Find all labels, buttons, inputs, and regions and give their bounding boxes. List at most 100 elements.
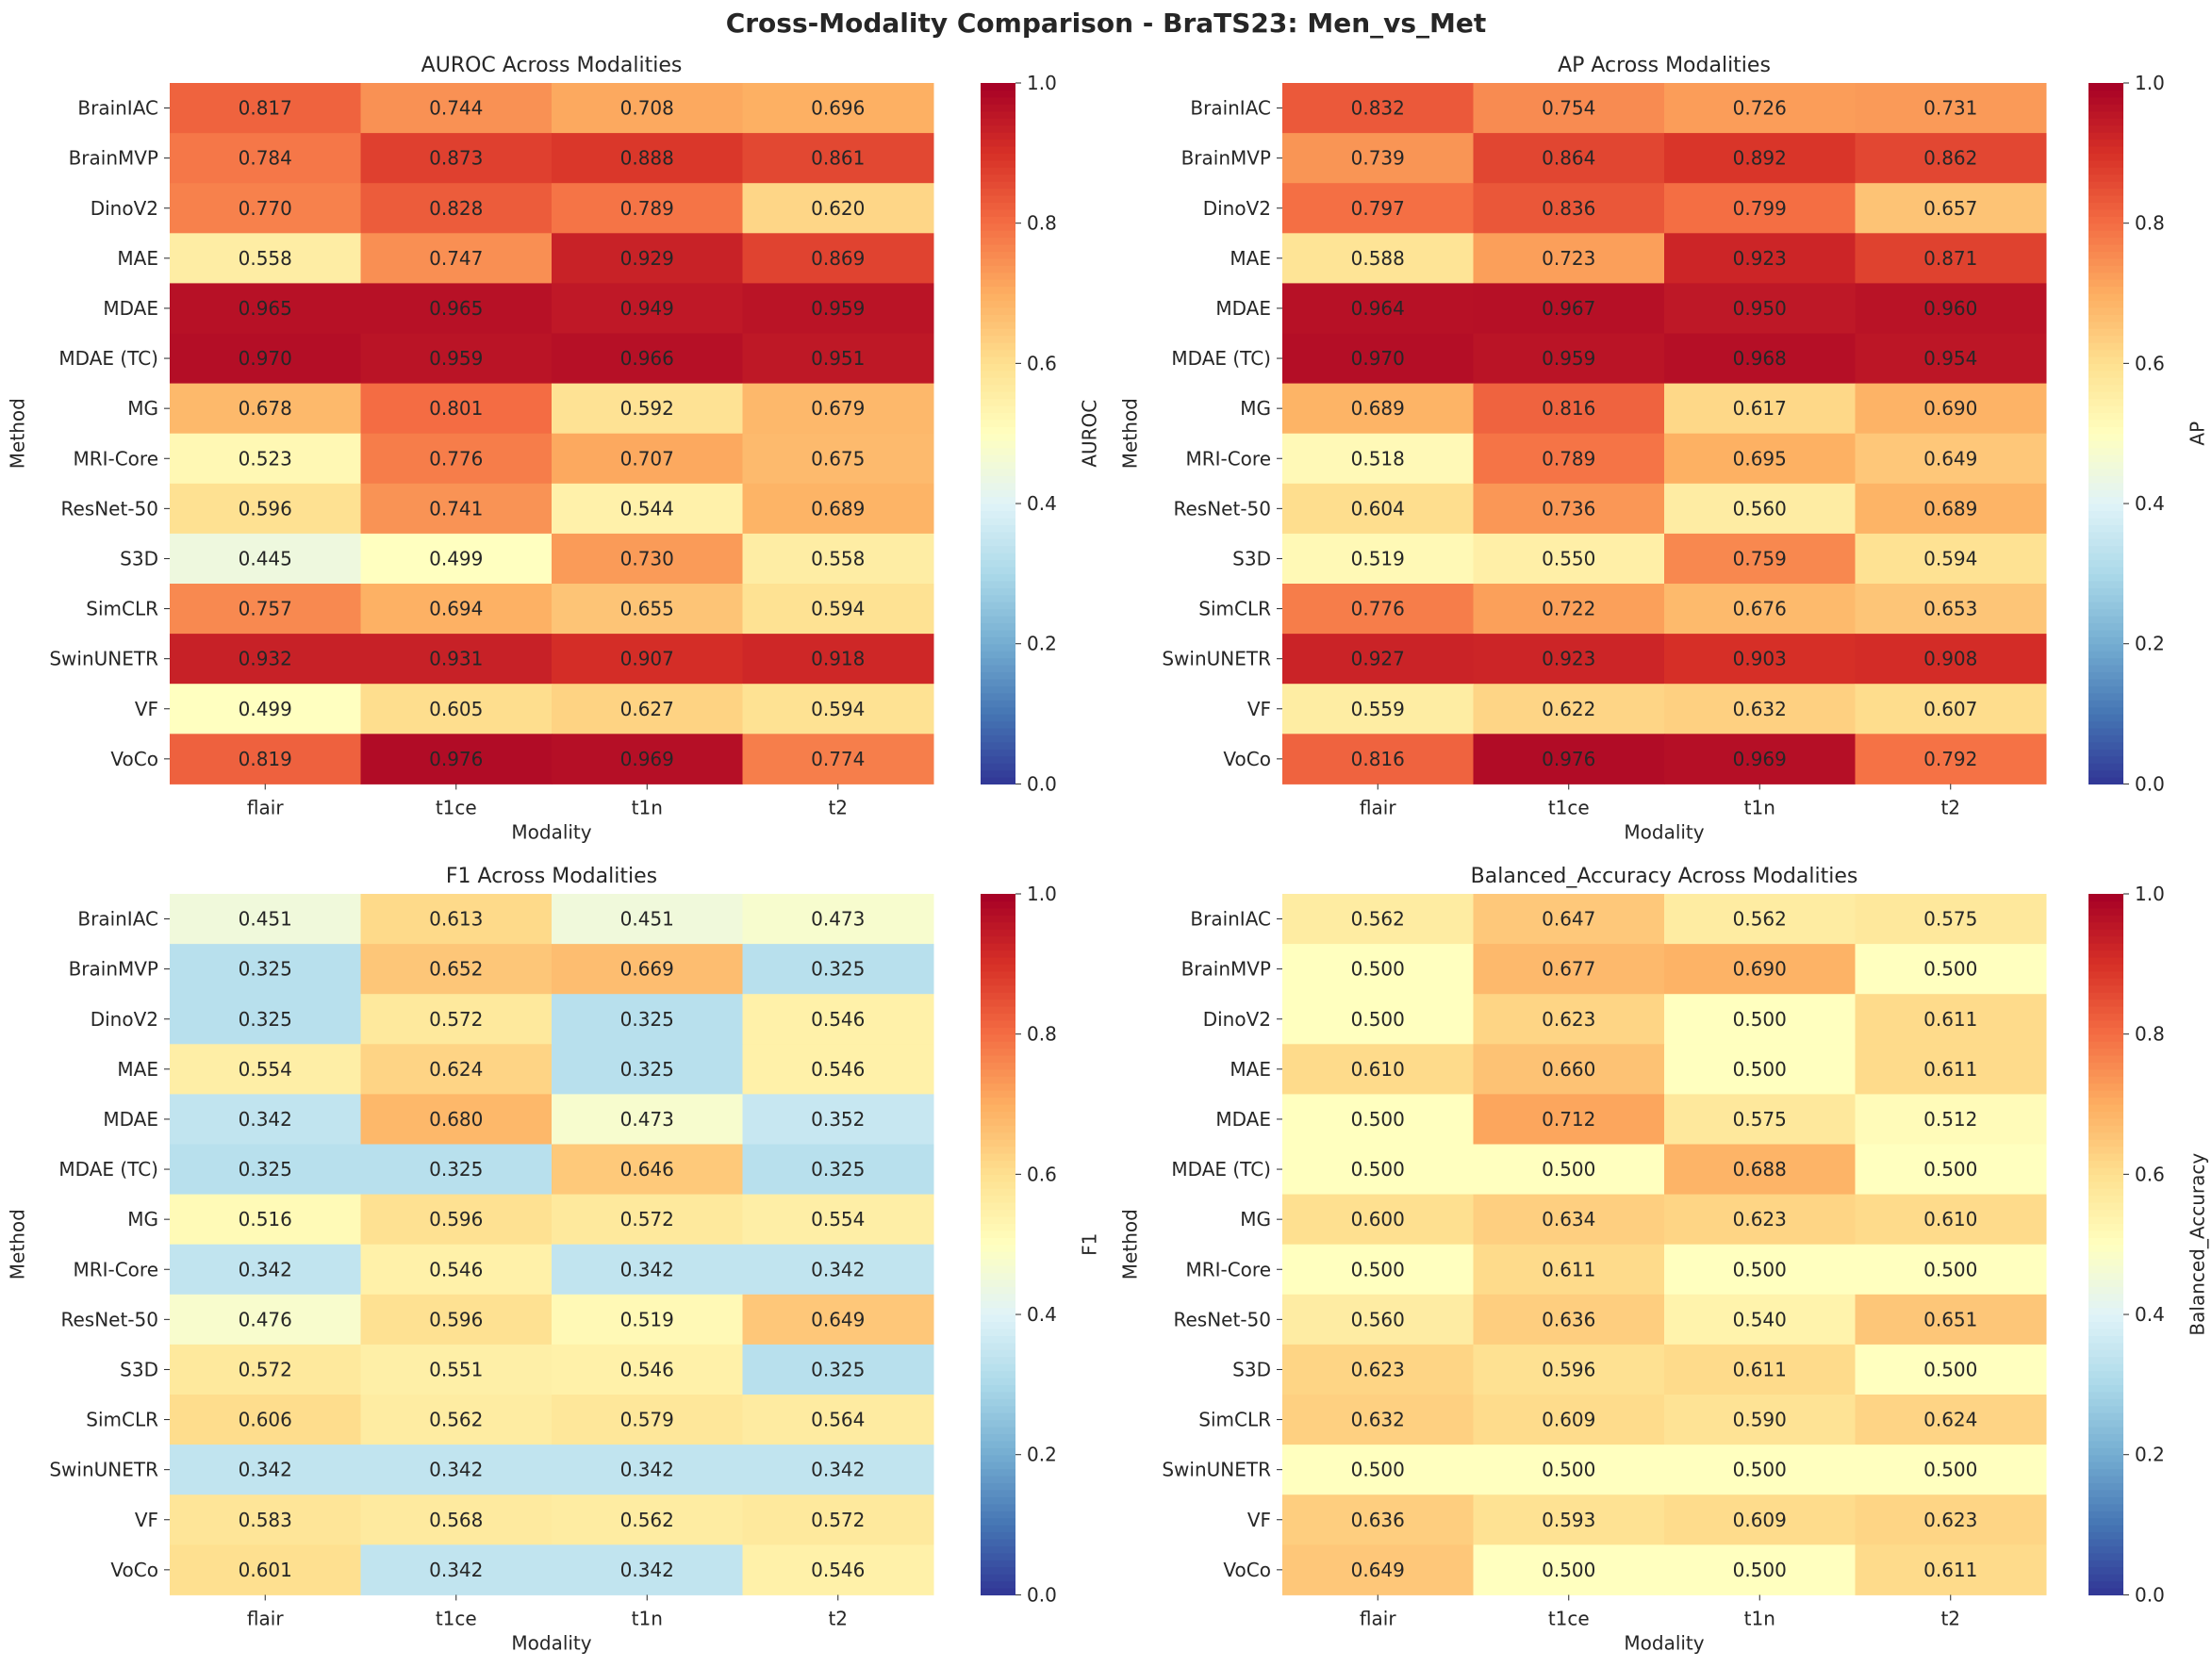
colorbar-segment <box>2088 1048 2123 1056</box>
colorbar-segment <box>981 433 1015 441</box>
cell-value-label: 0.976 <box>429 748 483 770</box>
colorbar-segment <box>2088 531 2123 539</box>
colorbar-tick-label: 0.0 <box>1027 772 1057 795</box>
colorbar-tick-label: 1.0 <box>1027 72 1057 94</box>
colorbar-segment <box>2088 1307 2123 1315</box>
heatmap-cell <box>1473 1044 1665 1095</box>
heatmap-cell <box>170 1044 361 1095</box>
colorbar-segment <box>981 230 1015 239</box>
heatmap-cell <box>742 1495 934 1545</box>
colorbar-segment <box>2088 1174 2123 1182</box>
colorbar-segment <box>981 426 1015 435</box>
colorbar-segment <box>2088 454 2123 463</box>
colorbar-segment <box>2088 257 2123 266</box>
colorbar-segment <box>2088 194 2123 203</box>
cell-value-label: 0.757 <box>239 598 292 620</box>
heatmap-cell <box>1664 734 1856 784</box>
cell-value-label: 0.651 <box>1923 1308 1977 1330</box>
colorbar-segment <box>981 1054 1015 1064</box>
colorbar-segment <box>981 602 1015 610</box>
colorbar-segment <box>2088 1335 2123 1344</box>
heatmap-cell <box>552 994 743 1045</box>
colorbar-segment <box>2088 1426 2123 1435</box>
cell-value-label: 0.445 <box>239 547 292 570</box>
colorbar-segment <box>2088 1580 2123 1589</box>
heatmap-cell <box>170 1294 361 1346</box>
heatmap-cell <box>742 1094 934 1145</box>
colorbar-segment <box>2088 1538 2123 1546</box>
y-axis-label: Method <box>7 1209 29 1280</box>
colorbar-segment <box>981 950 1015 958</box>
colorbar-segment <box>981 671 1015 680</box>
y-tick-label: ResNet-50 <box>1174 1308 1272 1330</box>
cell-value-label: 0.792 <box>1923 748 1977 770</box>
cell-value-label: 0.609 <box>1542 1409 1595 1431</box>
colorbar-tick-label: 0.2 <box>2135 633 2165 655</box>
x-tick-label: t1ce <box>1548 1607 1590 1629</box>
colorbar-segment <box>2088 159 2123 168</box>
colorbar-segment <box>2088 181 2123 190</box>
heatmap-cell <box>742 1194 934 1246</box>
cell-value-label: 0.736 <box>1542 497 1595 520</box>
colorbar-segment <box>2088 419 2123 427</box>
cell-value-label: 0.907 <box>620 648 674 670</box>
colorbar-segment <box>981 678 1015 686</box>
colorbar-segment <box>2088 167 2123 175</box>
colorbar-label: AUROC <box>1079 400 1101 468</box>
heatmap-cell <box>742 333 934 385</box>
colorbar-tick-label: 0.4 <box>1027 492 1057 515</box>
heatmap-cell <box>170 483 361 535</box>
cell-value-label: 0.604 <box>1351 497 1405 520</box>
colorbar-segment <box>2088 1300 2123 1309</box>
colorbar-segment <box>981 553 1015 561</box>
cell-value-label: 0.784 <box>239 147 292 170</box>
colorbar-segment <box>981 1574 1015 1582</box>
cell-value-label: 0.624 <box>1923 1409 1977 1431</box>
x-axis-label: Modality <box>511 820 591 843</box>
y-tick-label: S3D <box>1232 547 1271 570</box>
colorbar-segment <box>981 1525 1015 1533</box>
x-tick-label: t2 <box>828 796 848 818</box>
colorbar-segment <box>981 279 1015 288</box>
cell-value-label: 0.624 <box>429 1058 483 1081</box>
heatmap-cell <box>1282 584 1474 635</box>
cell-value-label: 0.473 <box>811 908 865 931</box>
colorbar-segment <box>2088 349 2123 357</box>
cell-value-label: 0.970 <box>1351 347 1405 370</box>
colorbar-segment <box>981 153 1015 161</box>
heatmap-cell <box>1473 634 1665 685</box>
colorbar-tick-label: 0.8 <box>1027 1023 1057 1046</box>
colorbar-segment <box>2088 1027 2123 1035</box>
heatmap-cell <box>170 83 361 134</box>
heatmap-cell <box>1855 1044 2047 1095</box>
cell-value-label: 0.747 <box>429 247 483 270</box>
colorbar-segment <box>981 447 1015 455</box>
y-tick-label: DinoV2 <box>91 197 158 220</box>
x-axis-label: Modality <box>511 1631 591 1654</box>
heatmap-cell <box>1855 483 2047 535</box>
y-tick-label: SimCLR <box>1198 598 1271 620</box>
colorbar-segment <box>2088 335 2123 343</box>
colorbar-segment <box>2088 1188 2123 1197</box>
cell-value-label: 0.970 <box>239 347 292 370</box>
cell-value-label: 0.512 <box>1923 1108 1977 1131</box>
colorbar-segment <box>981 1321 1015 1329</box>
heatmap-cell <box>360 1294 553 1346</box>
cell-value-label: 0.575 <box>1923 908 1977 931</box>
y-tick-label: VoCo <box>1223 1559 1271 1581</box>
colorbar-segment <box>2088 1111 2123 1119</box>
colorbar-segment <box>2088 391 2123 400</box>
cell-value-label: 0.965 <box>429 297 483 320</box>
cell-value-label: 0.601 <box>239 1559 292 1581</box>
colorbar-segment <box>2088 970 2123 979</box>
cell-value-label: 0.611 <box>1542 1258 1595 1280</box>
colorbar-segment <box>2088 1279 2123 1287</box>
colorbar-segment <box>981 272 1015 280</box>
heatmap-cell <box>1282 684 1474 735</box>
heatmap-cell <box>742 133 934 184</box>
colorbar-segment <box>2088 1433 2123 1442</box>
cell-value-label: 0.759 <box>1733 547 1787 570</box>
colorbar-segment <box>2088 950 2123 958</box>
cell-value-label: 0.325 <box>239 1008 292 1031</box>
cell-value-label: 0.623 <box>1542 1008 1595 1031</box>
